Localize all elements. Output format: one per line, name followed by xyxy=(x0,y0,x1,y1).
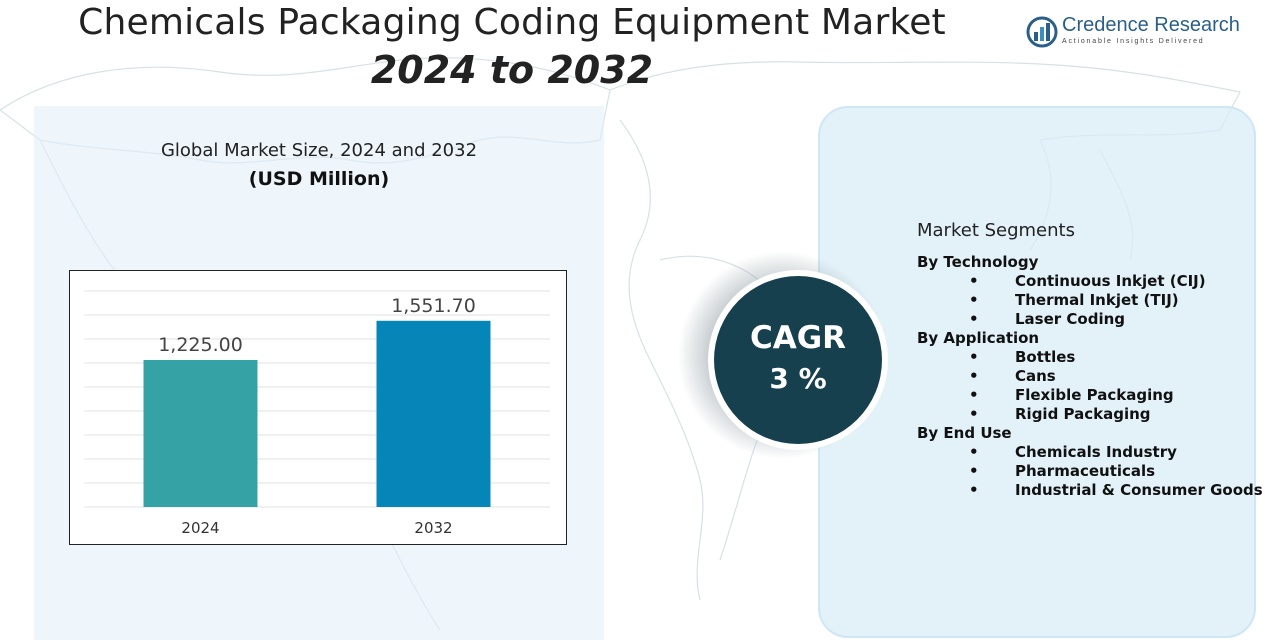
page-subtitle: 2024 to 2032 xyxy=(370,48,654,92)
x-tick-label-2032: 2032 xyxy=(414,519,452,537)
segment-item: • Chemicals Industry xyxy=(969,443,1177,461)
cagr-label: CAGR xyxy=(749,320,847,356)
segment-item: • Bottles xyxy=(969,348,1076,366)
bullet-icon: • xyxy=(969,310,979,328)
bullet-icon: • xyxy=(969,386,979,404)
segment-item: • Thermal Inkjet (TIJ) xyxy=(969,291,1179,309)
segments-panel xyxy=(818,106,1256,638)
cagr-value: 3 % xyxy=(769,362,827,395)
cagr-badge xyxy=(678,251,888,459)
logo-name: Credence Research xyxy=(1062,14,1240,36)
x-tick-label-2024: 2024 xyxy=(181,519,219,537)
segment-group-application: By Application xyxy=(917,329,1040,347)
bullet-icon: • xyxy=(969,462,979,480)
chart-unit: (USD Million) xyxy=(248,168,390,190)
data-label-2024: 1,225.00 xyxy=(158,334,243,356)
bullet-icon: • xyxy=(969,348,979,366)
data-label-2032: 1,551.70 xyxy=(391,295,476,317)
bullet-icon: • xyxy=(969,481,979,499)
segment-item: • Industrial & Consumer Goods xyxy=(969,481,1263,499)
credence-logo: Credence Research Actionable Insights De… xyxy=(1026,12,1256,52)
segment-item: • Pharmaceuticals xyxy=(969,462,1156,480)
segment-item: • Rigid Packaging xyxy=(969,405,1151,423)
market-segments: Market Segments By Technology • Continuou… xyxy=(917,220,1263,500)
chart-title: Global Market Size, 2024 and 2032 xyxy=(160,140,478,161)
bar-2024 xyxy=(143,360,258,507)
bullet-icon: • xyxy=(969,405,979,423)
segment-group-technology: By Technology xyxy=(917,253,1039,271)
segment-group-end-use: By End Use xyxy=(917,424,1012,442)
cagr-circle xyxy=(714,276,882,444)
bar-chart: 1,225.00 2024 1,551.70 2032 xyxy=(69,270,567,545)
logo-icon xyxy=(1026,16,1058,48)
bar-2032 xyxy=(376,320,491,507)
page-title: Chemicals Packaging Coding Equipment Mar… xyxy=(78,2,946,43)
segment-item: • Laser Coding xyxy=(969,310,1126,328)
bullet-icon: • xyxy=(969,367,979,385)
logo-tagline: Actionable Insights Delivered xyxy=(1062,38,1205,45)
segment-item: • Flexible Packaging xyxy=(969,386,1174,404)
bar-chart-svg: 1,225.00 2024 1,551.70 2032 xyxy=(84,290,550,537)
bullet-icon: • xyxy=(969,272,979,290)
bullet-icon: • xyxy=(969,291,979,309)
segment-item: • Cans xyxy=(969,367,1056,385)
segment-item: • Continuous Inkjet (CIJ) xyxy=(969,272,1206,290)
bullet-icon: • xyxy=(969,443,979,461)
segments-title: Market Segments xyxy=(917,220,1075,241)
